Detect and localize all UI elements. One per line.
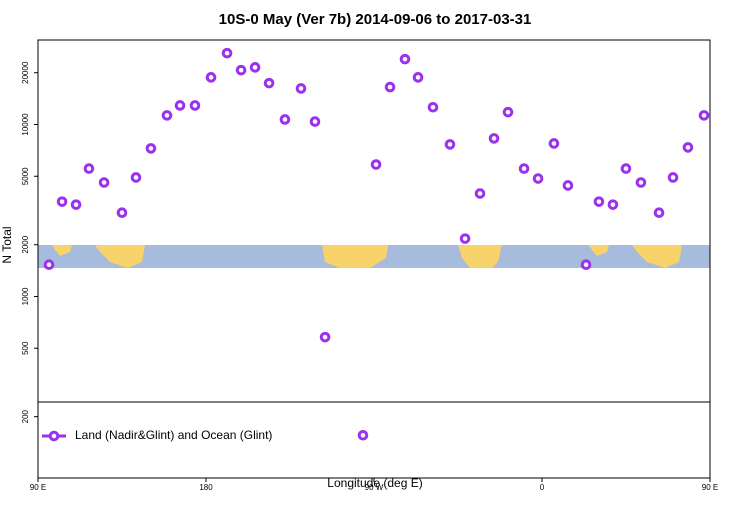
point xyxy=(682,142,694,153)
point xyxy=(459,233,471,244)
point xyxy=(562,180,574,191)
point xyxy=(309,116,321,127)
point xyxy=(43,259,55,271)
point xyxy=(161,110,173,121)
point xyxy=(263,77,275,89)
y-tick-label: 20000 xyxy=(21,61,30,84)
point xyxy=(98,177,110,188)
point xyxy=(221,47,233,59)
y-axis-label: N Total xyxy=(0,226,14,263)
legend-marker xyxy=(48,430,60,442)
point xyxy=(412,72,424,83)
y-tick-label: 10000 xyxy=(21,113,30,136)
land-shapes xyxy=(52,245,682,268)
point xyxy=(249,62,261,73)
y-tick-label: 2000 xyxy=(21,235,30,253)
point xyxy=(518,163,530,174)
y-tick-label: 200 xyxy=(21,409,30,423)
point xyxy=(370,159,382,170)
point xyxy=(635,177,647,188)
point xyxy=(384,81,396,93)
point xyxy=(620,163,632,174)
point xyxy=(427,101,439,113)
x-tick-label: 90 E xyxy=(30,483,46,492)
point xyxy=(548,138,560,149)
y-tick-label: 5000 xyxy=(21,167,30,185)
point xyxy=(145,143,157,154)
point xyxy=(580,259,592,271)
point xyxy=(205,72,217,83)
point xyxy=(295,83,307,94)
x-axis-label: Longitude (deg E) xyxy=(327,476,422,490)
point xyxy=(56,196,68,207)
point xyxy=(488,133,500,144)
chart-title: 10S-0 May (Ver 7b) 2014-09-06 to 2017-03… xyxy=(219,11,532,28)
point xyxy=(698,110,710,121)
point xyxy=(502,106,514,118)
point xyxy=(116,207,128,219)
point xyxy=(70,199,82,210)
point xyxy=(174,100,186,111)
x-tick-label: 0 xyxy=(540,483,545,492)
point xyxy=(653,207,665,219)
point xyxy=(189,100,201,111)
point xyxy=(532,173,544,184)
point xyxy=(474,188,486,199)
x-tick-label: 90 W xyxy=(365,483,384,492)
point xyxy=(319,331,331,343)
point xyxy=(667,172,679,183)
point xyxy=(399,53,411,65)
point xyxy=(83,163,95,174)
y-tick-label: 500 xyxy=(21,341,30,355)
point xyxy=(279,114,291,125)
point xyxy=(357,429,369,441)
point xyxy=(444,139,456,150)
legend-label: Land (Nadir&Glint) and Ocean (Glint) xyxy=(75,428,272,442)
point xyxy=(235,64,247,76)
point xyxy=(593,196,605,207)
x-tick-label: 180 xyxy=(199,483,213,492)
point xyxy=(130,172,142,183)
x-tick-label: 90 E xyxy=(702,483,718,492)
point xyxy=(607,199,619,210)
y-tick-label: 1000 xyxy=(21,287,30,305)
